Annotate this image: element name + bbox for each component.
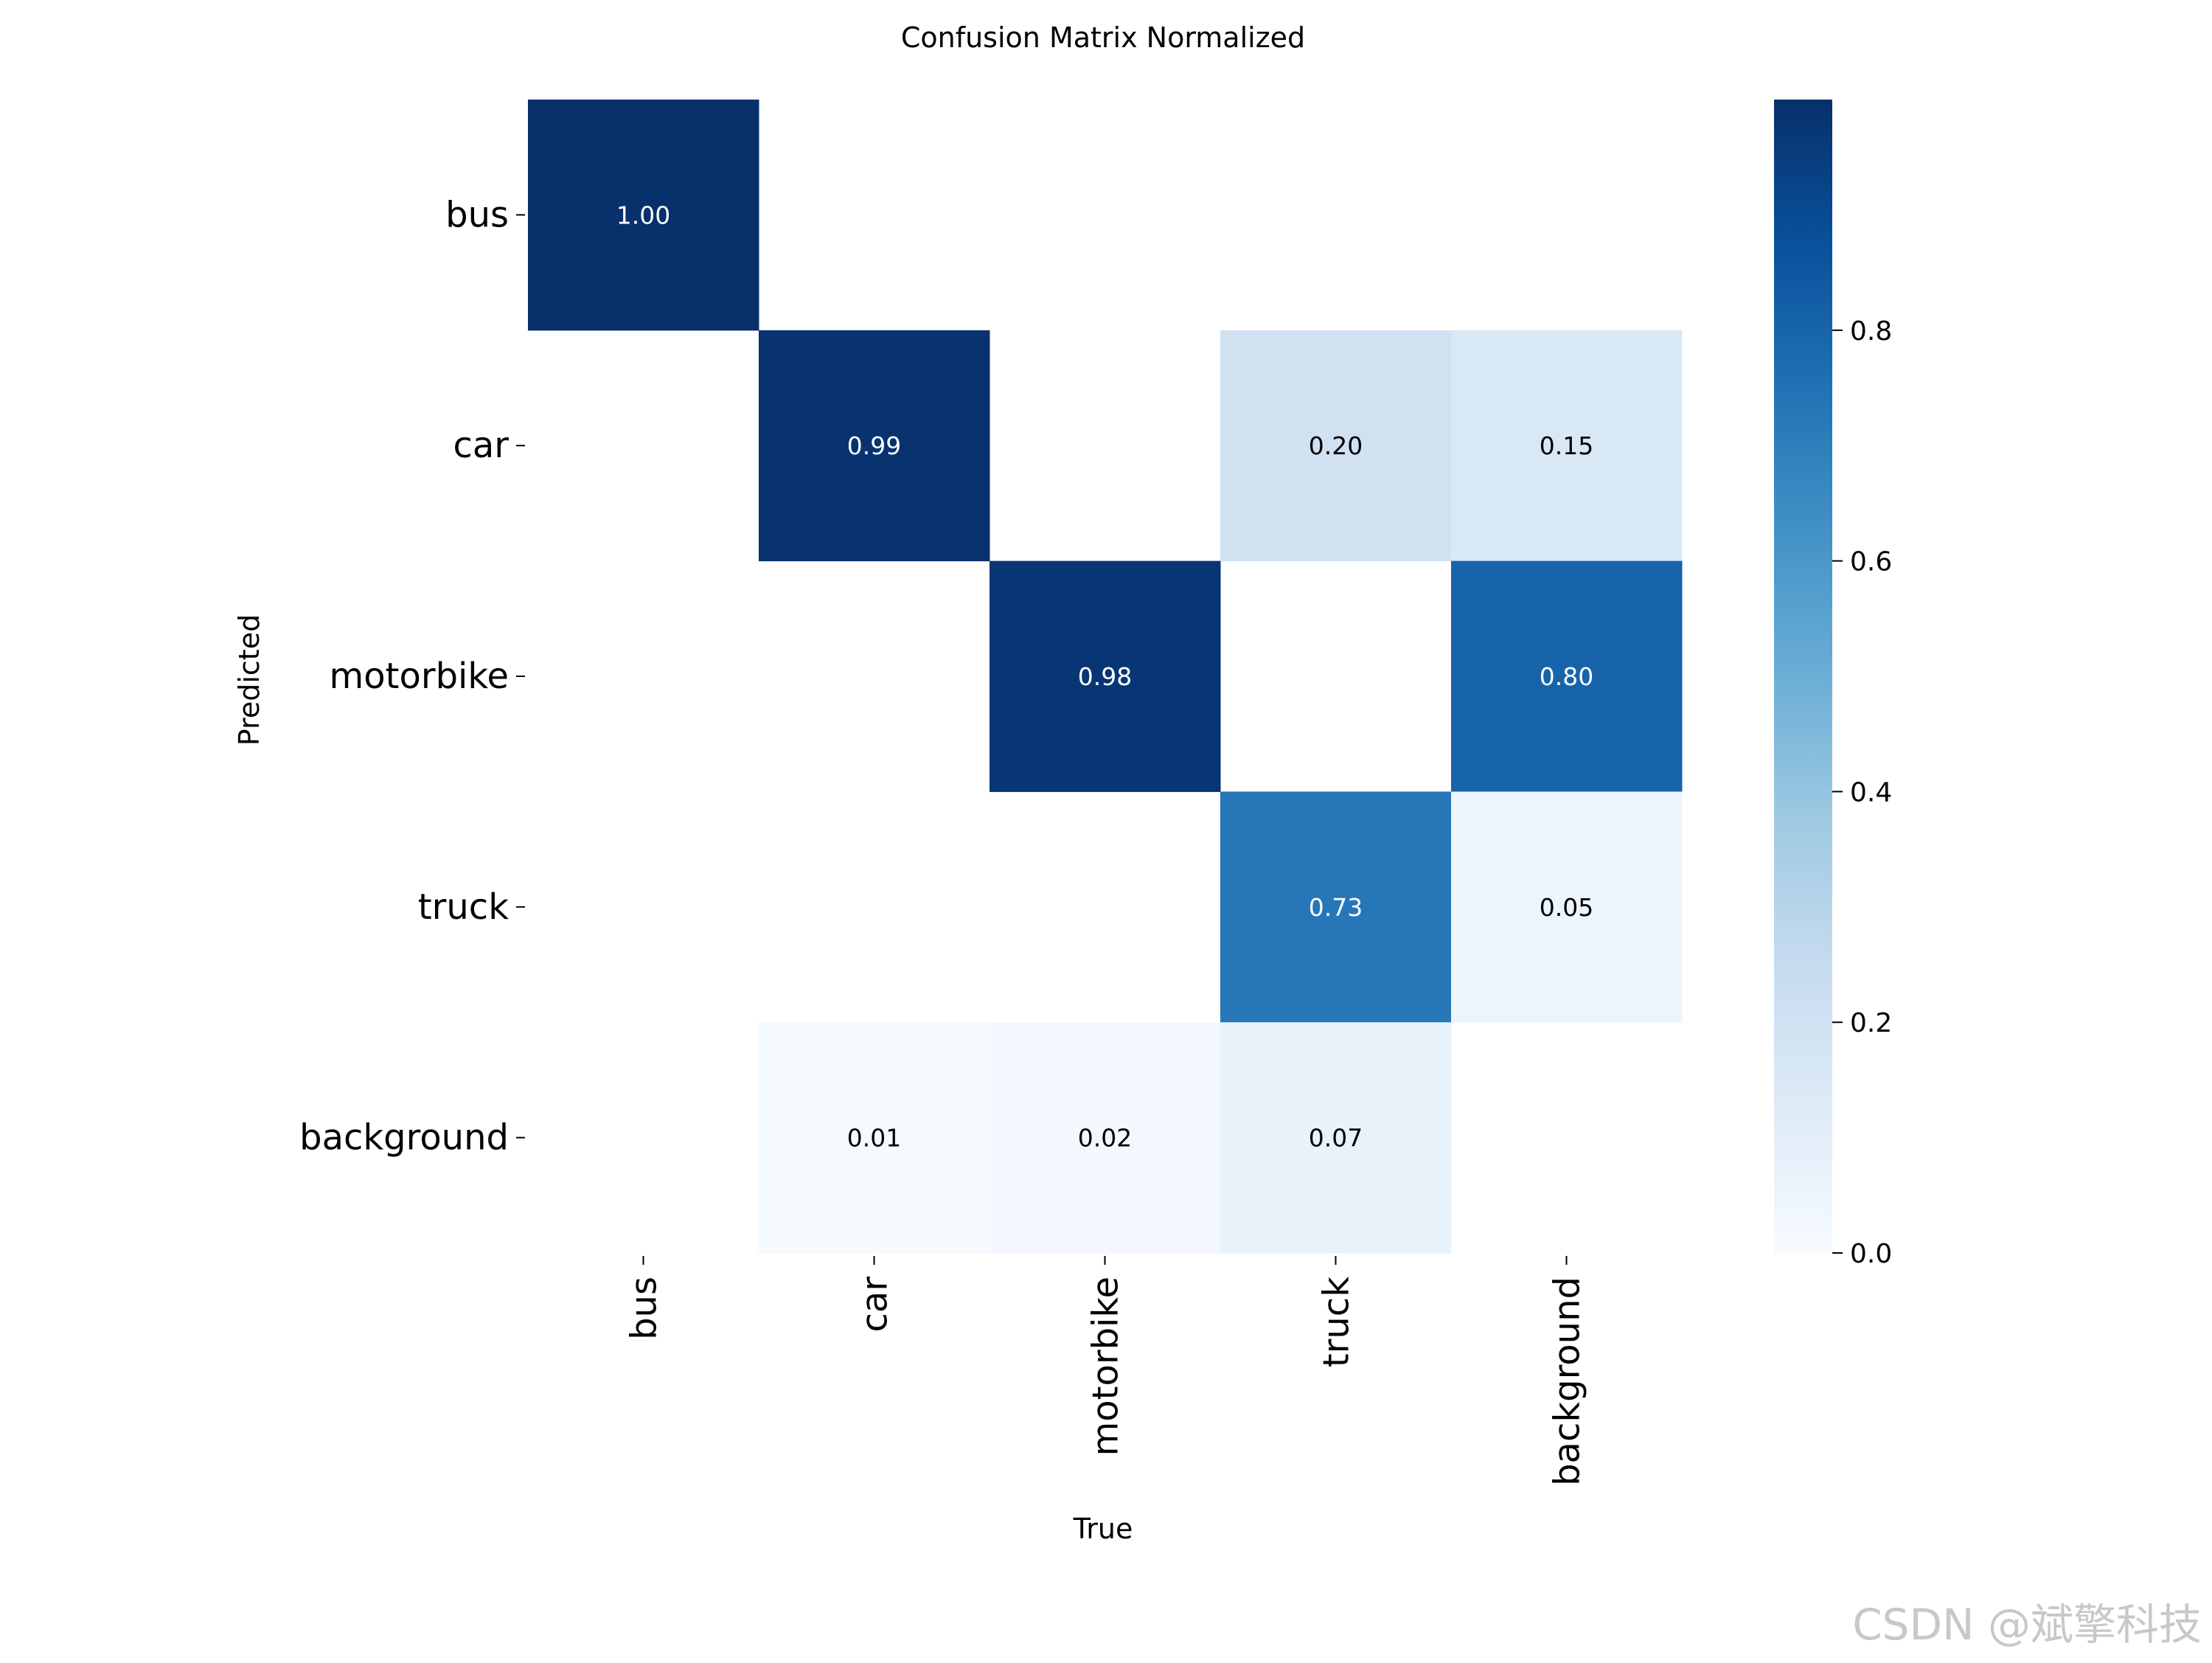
colorbar-tick-label: 0.2 bbox=[1850, 1008, 1892, 1038]
cell-value-label: 1.00 bbox=[616, 201, 670, 229]
y-tick-label: bus bbox=[445, 194, 509, 235]
cell-value-label: 0.73 bbox=[1309, 893, 1363, 922]
colorbar-tick-label: 0.6 bbox=[1850, 547, 1892, 577]
colorbar-gradient bbox=[1774, 100, 1832, 1253]
x-tick-label: bus bbox=[624, 1277, 665, 1340]
y-tick-label: car bbox=[453, 425, 509, 466]
heatmap-cell bbox=[1220, 1022, 1452, 1254]
cell-value-label: 0.99 bbox=[847, 431, 901, 460]
colorbar: 0.0 0.2 0.4 0.6 0.8 bbox=[1774, 100, 1892, 1269]
cell-value-label: 0.02 bbox=[1078, 1124, 1132, 1153]
heatmap-cell bbox=[990, 560, 1221, 792]
heatmap-cell bbox=[1220, 330, 1452, 562]
heatmap-cell bbox=[759, 1022, 990, 1254]
watermark-text: CSDN @斌擎科技 bbox=[1852, 1600, 2202, 1650]
x-axis-ticks: bus car motorbike truck background bbox=[624, 1256, 1588, 1486]
heatmap-cell bbox=[1451, 791, 1683, 1023]
heatmap-cell bbox=[1451, 560, 1683, 792]
heatmap-cell-labels: 1.00 0.99 0.20 0.15 0.98 0.80 0.73 0.05 0.01 0.02… bbox=[616, 201, 1593, 1152]
colorbar-tick-label: 0.4 bbox=[1850, 777, 1892, 808]
heatmap-cell bbox=[990, 1022, 1221, 1254]
y-tick-label: truck bbox=[418, 886, 509, 928]
heatmap-cell bbox=[1451, 330, 1683, 562]
cell-value-label: 0.20 bbox=[1309, 431, 1363, 460]
cell-value-label: 0.01 bbox=[847, 1124, 901, 1153]
x-tick-label: motorbike bbox=[1085, 1277, 1127, 1456]
y-tick-label: motorbike bbox=[330, 656, 509, 697]
x-tick-label: truck bbox=[1316, 1277, 1357, 1367]
heatmap-cell bbox=[759, 330, 990, 562]
heatmap-cell bbox=[528, 100, 759, 331]
x-tick-label: car bbox=[855, 1277, 896, 1333]
colorbar-tick-label: 0.0 bbox=[1850, 1239, 1892, 1269]
heatmap-cells bbox=[528, 100, 1683, 1254]
cell-value-label: 0.05 bbox=[1540, 893, 1593, 922]
heatmap-cell bbox=[1220, 791, 1452, 1023]
cell-value-label: 0.07 bbox=[1309, 1124, 1363, 1153]
cell-value-label: 0.98 bbox=[1078, 662, 1132, 691]
cell-value-label: 0.80 bbox=[1540, 662, 1593, 691]
chart-title: Confusion Matrix Normalized bbox=[901, 21, 1305, 54]
y-tick-label: background bbox=[299, 1117, 509, 1159]
cell-value-label: 0.15 bbox=[1540, 431, 1593, 460]
y-axis-ticks: bus car motorbike truck background bbox=[299, 194, 525, 1159]
x-tick-label: background bbox=[1547, 1277, 1588, 1486]
colorbar-tick-label: 0.8 bbox=[1850, 316, 1892, 347]
x-axis-label: True bbox=[1073, 1513, 1133, 1545]
y-axis-label: Predicted bbox=[233, 614, 265, 746]
